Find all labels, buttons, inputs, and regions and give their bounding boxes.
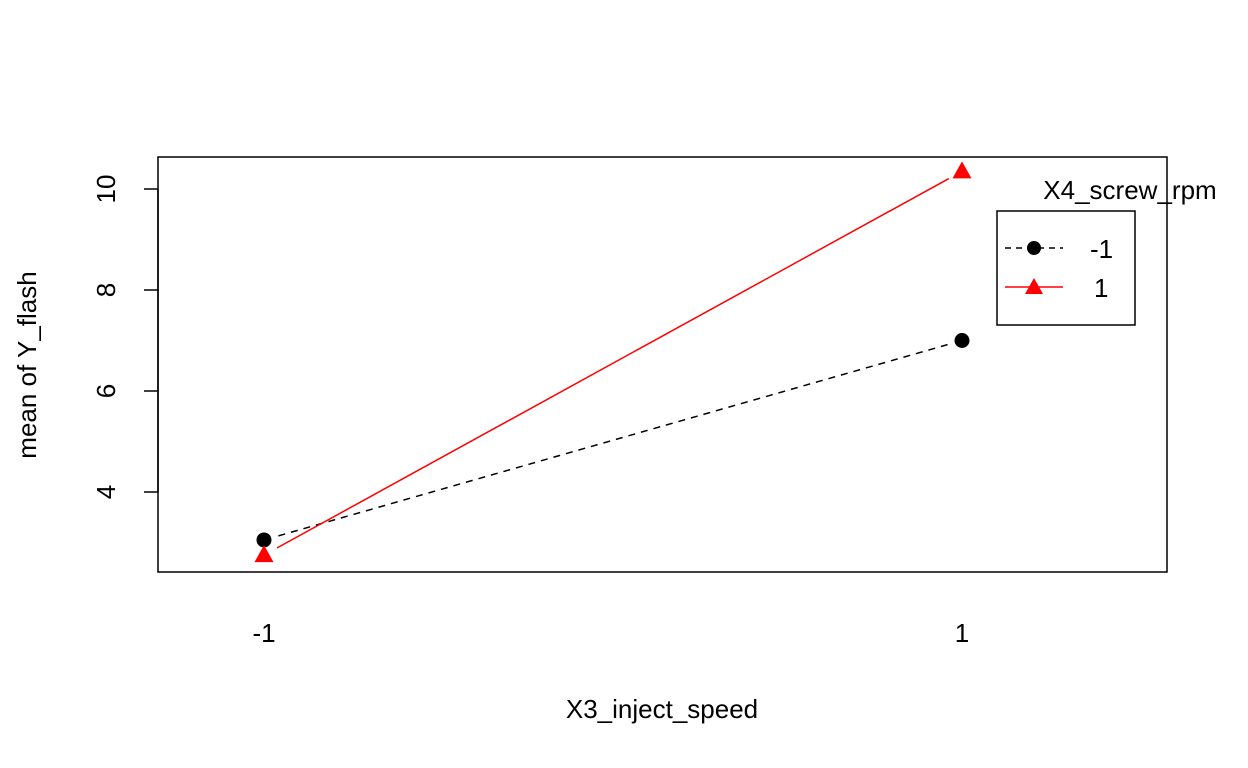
y-tick-label: 8 <box>91 283 121 297</box>
series-line <box>278 343 948 537</box>
y-tick-label: 4 <box>91 485 121 499</box>
y-axis: 4 6 8 10 <box>91 175 159 499</box>
x-axis: -1 1 <box>252 618 969 648</box>
data-point <box>952 161 972 179</box>
data-point <box>954 333 970 348</box>
x-tick-label: -1 <box>252 618 275 648</box>
legend-label-series-2: 1 <box>1094 273 1108 303</box>
legend-box <box>996 210 1136 326</box>
legend-marker-triangle <box>1025 278 1043 294</box>
x-tick-label: 1 <box>955 618 969 648</box>
legend-label-series-1: -1 <box>1090 234 1113 264</box>
y-tick-label: 10 <box>91 175 121 204</box>
series-line <box>276 177 950 549</box>
data-point <box>254 545 274 563</box>
x-axis-title: X3_inject_speed <box>566 694 758 724</box>
y-axis-title: mean of Y_flash <box>12 271 42 458</box>
y-tick-label: 6 <box>91 384 121 398</box>
series-layer <box>254 161 972 563</box>
legend-title: X4_screw_rpm <box>1043 175 1216 205</box>
legend-marker-circle <box>1027 241 1041 255</box>
data-point <box>256 532 272 548</box>
legend: X4_screw_rpm -1 1 <box>996 175 1217 326</box>
